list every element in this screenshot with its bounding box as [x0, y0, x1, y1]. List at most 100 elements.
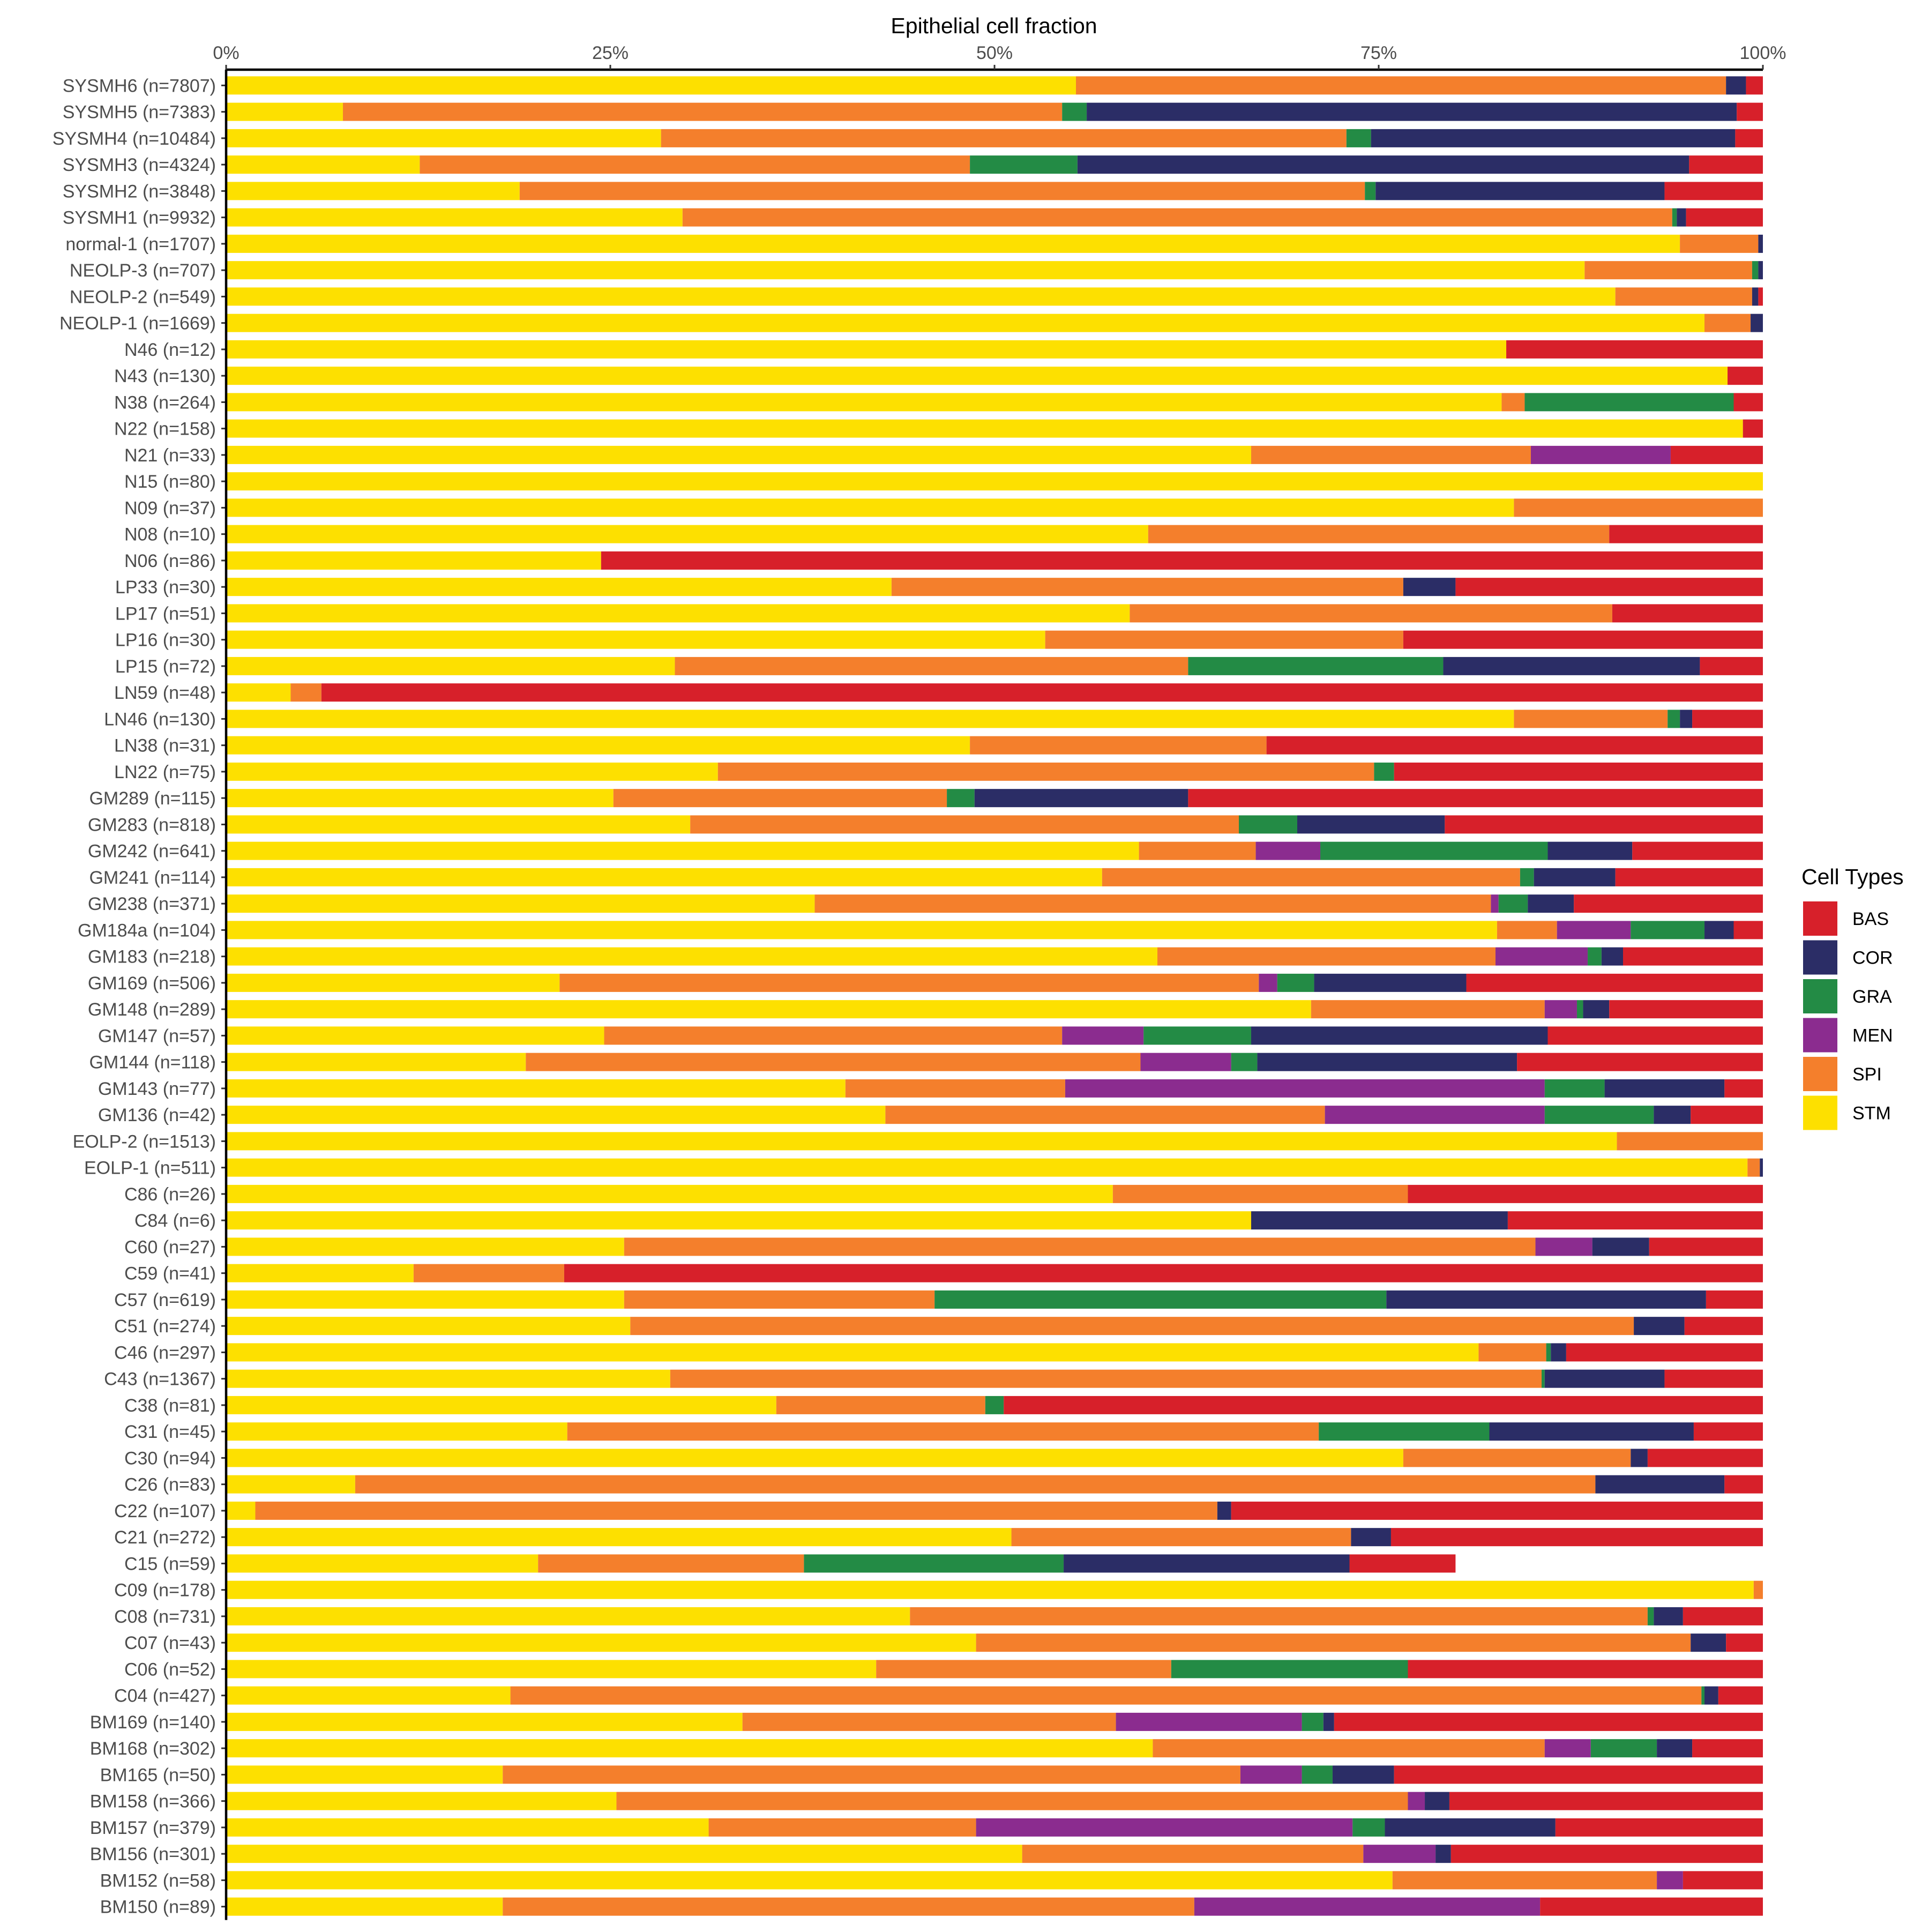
- bar-segment-bas: [1623, 947, 1763, 966]
- y-tick-label: N43 (n=130): [114, 366, 216, 386]
- bar-segment-men: [976, 1818, 1353, 1837]
- bar-row: [226, 182, 1763, 200]
- bar-segment-spi: [538, 1554, 804, 1573]
- bar-segment-stm: [226, 630, 1045, 649]
- bar-segment-men: [1530, 445, 1671, 464]
- bar-row: [226, 1132, 1763, 1151]
- bar-segment-bas: [1692, 710, 1763, 728]
- bar-segment-spi: [690, 815, 1239, 834]
- bar-segment-gra: [1320, 841, 1548, 860]
- bar-segment-spi: [682, 208, 1672, 227]
- bar-segment-cor: [1657, 1739, 1693, 1758]
- y-tick-label: EOLP-1 (n=511): [84, 1158, 216, 1178]
- bar-segment-spi: [876, 1660, 1171, 1679]
- bar-row: [226, 314, 1763, 332]
- bar-segment-men: [1255, 841, 1321, 860]
- bar-segment-cor: [1371, 129, 1736, 147]
- legend-swatch-men: [1803, 1018, 1837, 1053]
- y-tick-label: BM150 (n=89): [100, 1897, 216, 1918]
- bar-segment-stm: [226, 657, 675, 675]
- bar-segment-spi: [661, 129, 1347, 147]
- bar-segment-bas: [1746, 76, 1763, 95]
- bar-segment-spi: [1148, 525, 1610, 543]
- bar-row: [226, 1475, 1763, 1494]
- bar-segment-stm: [226, 1211, 1251, 1230]
- bar-segment-spi: [1747, 1158, 1760, 1177]
- bar-segment-bas: [1670, 445, 1763, 464]
- bar-segment-stm: [226, 155, 420, 174]
- bar-segment-cor: [1704, 921, 1734, 939]
- bar-segment-bas: [1692, 1739, 1763, 1758]
- bar-segment-spi: [1617, 1132, 1763, 1151]
- bar-segment-cor: [1551, 1343, 1566, 1362]
- bar-segment-gra: [1346, 129, 1371, 147]
- bar-row: [226, 789, 1763, 808]
- y-tick-label: SYSMH5 (n=7383): [63, 102, 216, 123]
- bar-segment-gra: [1668, 710, 1680, 728]
- bar-segment-gra: [1302, 1765, 1333, 1784]
- y-tick-label: LP16 (n=30): [115, 630, 216, 651]
- bar-segment-bas: [1664, 1369, 1763, 1388]
- bar-segment-spi: [1045, 630, 1403, 649]
- y-tick-label: EOLP-2 (n=1513): [73, 1131, 216, 1152]
- y-tick-label: SYSMH1 (n=9932): [63, 208, 216, 228]
- bar-segment-spi: [613, 789, 947, 808]
- bar-segment-spi: [1753, 1580, 1763, 1599]
- bar-segment-bas: [1188, 789, 1763, 808]
- bar-row: [226, 657, 1763, 675]
- bar-segment-stm: [226, 789, 614, 808]
- bar-segment-gra: [1302, 1712, 1324, 1731]
- bar-segment-bas: [1466, 973, 1763, 992]
- bar-row: [226, 340, 1763, 359]
- bar-segment-stm: [226, 234, 1680, 253]
- bar-row: [226, 261, 1763, 280]
- bar-segment-men: [1657, 1871, 1683, 1890]
- bar-segment-cor: [1752, 287, 1759, 306]
- bar-segment-spi: [1478, 1343, 1546, 1362]
- bar-segment-cor: [1443, 657, 1700, 675]
- bar-segment-stm: [226, 736, 970, 755]
- bar-row: [226, 1396, 1763, 1414]
- bar-segment-stm: [226, 287, 1616, 306]
- bar-segment-cor: [1544, 1369, 1665, 1388]
- bar-row: [226, 367, 1763, 385]
- bar-segment-bas: [1004, 1396, 1763, 1414]
- y-tick-label: C22 (n=107): [114, 1501, 216, 1521]
- bar-segment-spi: [670, 1369, 1542, 1388]
- bar-segment-men: [1062, 1026, 1144, 1045]
- bar-segment-gra: [1701, 1686, 1705, 1705]
- bar-segment-stm: [226, 1475, 355, 1494]
- bar-segment-stm: [226, 445, 1251, 464]
- bar-segment-bas: [1231, 1501, 1763, 1520]
- bar-segment-spi: [1130, 604, 1612, 623]
- y-tick-label: GM143 (n=77): [98, 1079, 216, 1099]
- y-tick-label: C07 (n=43): [124, 1633, 216, 1653]
- bar-row: [226, 762, 1763, 781]
- bar-segment-men: [1194, 1897, 1541, 1916]
- y-tick-label: BM169 (n=140): [90, 1712, 216, 1733]
- bar-segment-cor: [1677, 208, 1686, 227]
- bar-segment-gra: [970, 155, 1078, 174]
- bar-row: [226, 1422, 1763, 1441]
- bar-segment-bas: [1706, 1290, 1763, 1309]
- bar-segment-cor: [1547, 841, 1633, 860]
- bar-segment-stm: [226, 1053, 526, 1071]
- bar-segment-spi: [1704, 314, 1751, 332]
- y-tick-label: C15 (n=59): [124, 1554, 216, 1574]
- bar-segment-stm: [226, 1264, 414, 1282]
- bar-segment-bas: [1724, 1079, 1763, 1098]
- bar-segment-cor: [1631, 1449, 1648, 1467]
- bar-segment-cor: [1375, 182, 1665, 200]
- bar-row: [226, 1528, 1763, 1547]
- bar-segment-bas: [1547, 1026, 1763, 1045]
- bar-segment-gra: [1188, 657, 1444, 675]
- bar-segment-stm: [226, 1106, 886, 1124]
- y-tick-label: BM157 (n=379): [90, 1818, 216, 1838]
- bar-row: [226, 1053, 1763, 1071]
- bar-segment-cor: [1385, 1818, 1556, 1837]
- bar-segment-spi: [413, 1264, 564, 1282]
- bar-segment-bas: [1683, 1871, 1763, 1890]
- bar-segment-cor: [1758, 261, 1763, 280]
- bar-segment-men: [1116, 1712, 1302, 1731]
